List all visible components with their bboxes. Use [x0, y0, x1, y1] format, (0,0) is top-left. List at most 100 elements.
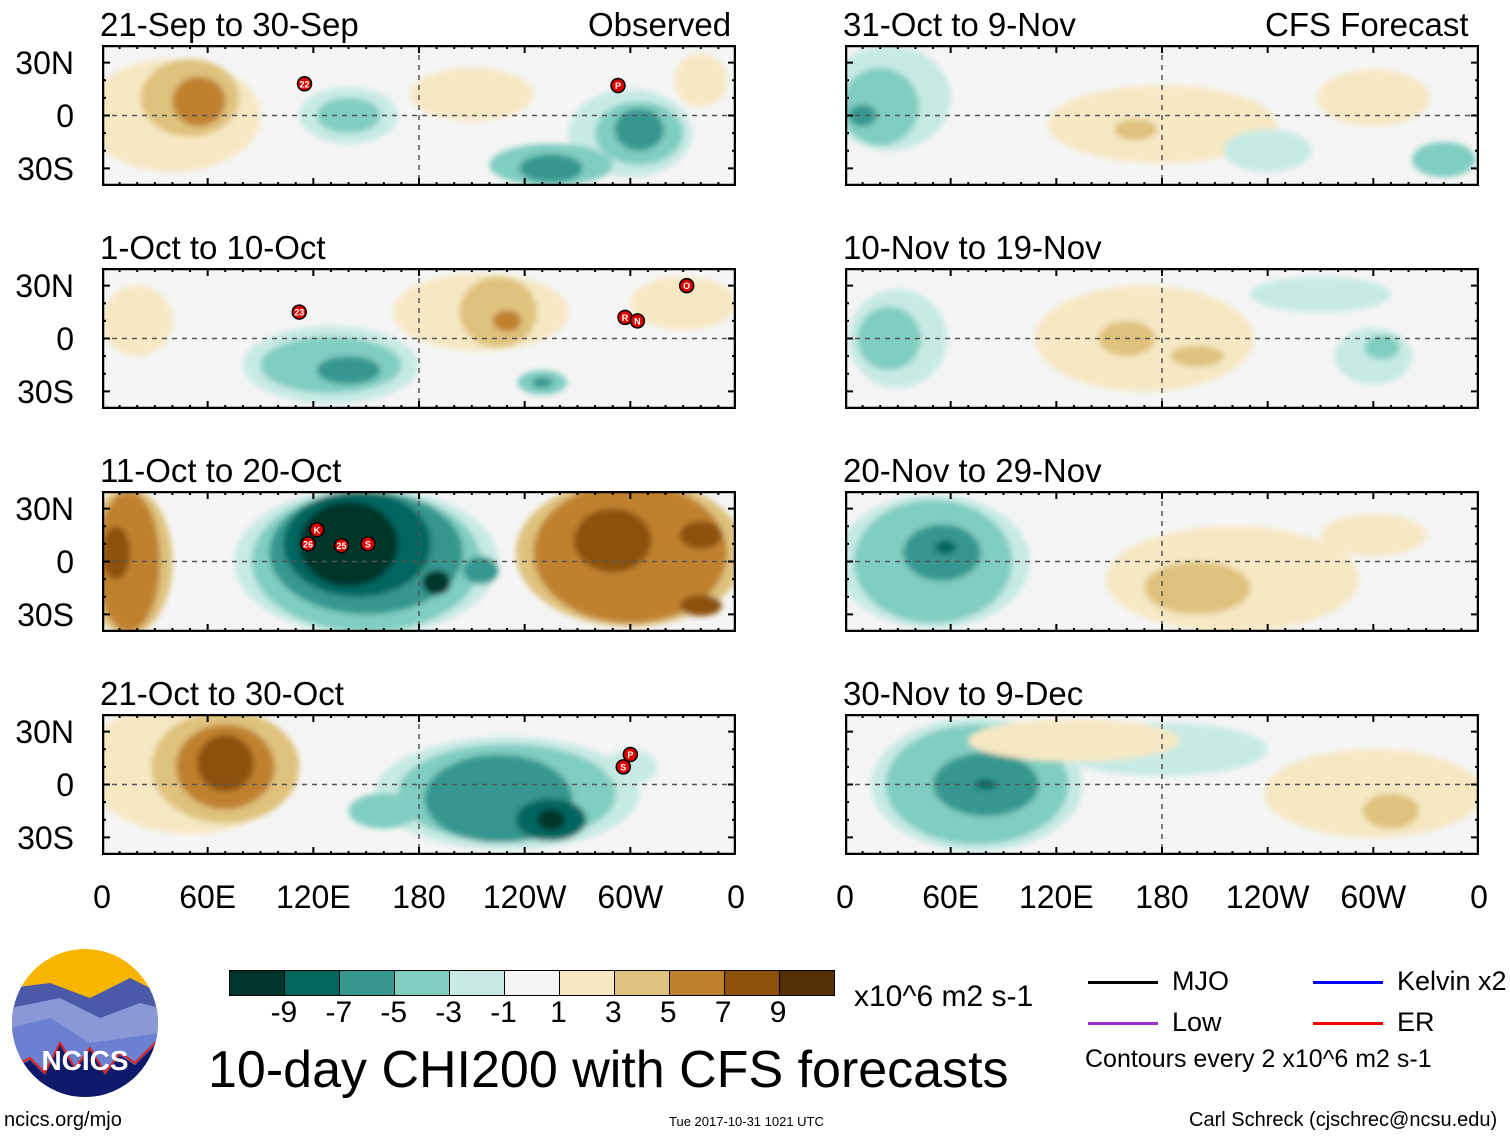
storm-marker: 25 [333, 537, 350, 554]
lon-tick-label: 120W [482, 879, 567, 915]
anomaly-contour [102, 491, 161, 632]
panel-title: 20-Nov to 29-Nov [843, 452, 1102, 489]
anomaly-contour [968, 719, 1180, 762]
lon-tick-label: 60E [179, 879, 237, 915]
observed-label: Observed [588, 6, 732, 43]
anomaly-contour [422, 570, 451, 595]
lon-tick-label: 60E [922, 879, 980, 915]
anomaly-contour [519, 154, 583, 183]
legend-line [1088, 1022, 1158, 1025]
map-panel: K 26 25 S [102, 491, 736, 632]
axis-ticks [102, 714, 736, 855]
colorbar-label: -9 [270, 996, 298, 1029]
lat-tick-label: 0 [56, 544, 74, 580]
lat-tick-label: 0 [56, 321, 74, 357]
storm-marker: 22 [296, 76, 313, 92]
storm-label: 23 [294, 308, 304, 318]
legend-label: Kelvin x2 [1397, 966, 1507, 996]
panel-title: 10-Nov to 19-Nov [843, 229, 1102, 266]
anomaly-contour [1144, 561, 1251, 615]
storm-label: 22 [300, 79, 310, 89]
colorbar [229, 970, 835, 996]
lat-tick-label: 30S [17, 151, 74, 187]
panel-title: 11-Oct to 20-Oct [100, 452, 342, 489]
lon-tick-label: 60W [1340, 879, 1407, 915]
legend-line [1088, 981, 1158, 984]
lon-tick-label: 120W [1225, 879, 1310, 915]
anomaly-contour [679, 594, 722, 617]
anomaly-contour [1114, 119, 1157, 141]
colorbar-swatch [725, 971, 780, 995]
anomaly-contour [410, 67, 534, 121]
axis-ticks [845, 268, 1479, 409]
legend-label: ER [1397, 1007, 1435, 1037]
lat-tick-label: 0 [56, 767, 74, 803]
storm-marker: S [360, 536, 376, 552]
lon-tick-label: 180 [1135, 879, 1189, 915]
lon-tick-label: 120E [1018, 879, 1094, 915]
storm-label: 26 [303, 539, 313, 549]
storm-marker: K [309, 522, 325, 538]
storm-label: O [683, 281, 690, 291]
axis-ticks [845, 714, 1479, 855]
anomaly-contour [573, 508, 652, 573]
legend-label: Low [1172, 1007, 1222, 1037]
colorbar-label: 3 [605, 996, 622, 1029]
panel-title: 30-Nov to 9-Dec [843, 675, 1084, 712]
panel-title: 21-Sep to 30-Sep [100, 6, 359, 43]
colorbar-swatch [340, 971, 395, 995]
storm-label: P [627, 750, 633, 760]
anomaly-contour [1223, 129, 1312, 172]
map-panel [845, 491, 1479, 632]
ncics-logo: NCICS [10, 948, 160, 1103]
anomaly-contour [348, 793, 419, 829]
colorbar-swatch [505, 971, 560, 995]
colorbar-label: -7 [325, 996, 353, 1029]
lat-tick-label: 30N [15, 45, 74, 81]
storm-marker: 26 [300, 536, 316, 552]
storm-marker: R [617, 309, 633, 326]
colorbar-label: 9 [769, 996, 787, 1029]
colorbar-swatch [670, 971, 725, 995]
storm-marker: O [678, 277, 695, 294]
lon-tick-label: 180 [392, 879, 446, 915]
figure-title: 10-day CHI200 with CFS forecasts [208, 1041, 1009, 1099]
legend-label: MJO [1172, 966, 1229, 996]
storm-marker: P [622, 746, 639, 763]
anomaly-contour [1264, 749, 1479, 838]
anomaly-contour [1250, 276, 1391, 313]
map-panel: 23 R N O [102, 268, 736, 409]
anomaly-contour [492, 310, 522, 332]
storm-label: S [365, 539, 371, 549]
axis-ticks [845, 45, 1479, 186]
anomaly-contour [848, 104, 877, 127]
lon-tick-label: 0 [727, 879, 745, 915]
lat-tick-label: 30S [17, 374, 74, 410]
colorbar-swatch [450, 971, 505, 995]
anomaly-contour [102, 526, 131, 580]
map-panel [845, 714, 1479, 855]
panel-title: 1-Oct to 10-Oct [100, 229, 326, 266]
lat-tick-label: 0 [56, 98, 74, 134]
colorbar-swatch [560, 971, 615, 995]
colorbar-label: -5 [380, 996, 408, 1029]
lat-tick-label: 30S [17, 820, 74, 856]
anomaly-contour [463, 556, 499, 585]
lat-tick-label: 30N [15, 491, 74, 527]
anomaly-contour [459, 276, 537, 348]
footer-url[interactable]: ncics.org/mjo [4, 1109, 122, 1131]
anomaly-contour [1364, 334, 1400, 360]
colorbar-label: 1 [550, 996, 567, 1029]
colorbar-swatch [395, 971, 450, 995]
anomaly-contour [674, 53, 728, 107]
anomaly-contour [316, 356, 381, 385]
colorbar-label: 7 [714, 996, 732, 1029]
forecast-label: CFS Forecast [1265, 6, 1469, 43]
footer-author: Carl Schreck (cjschrec@ncsu.edu) [1189, 1109, 1498, 1131]
panel-title: 21-Oct to 30-Oct [100, 675, 344, 712]
anomaly-contour [1412, 141, 1476, 178]
storm-marker: S [615, 759, 632, 775]
anomaly-contour [316, 97, 381, 134]
anomaly-contour [630, 276, 736, 330]
